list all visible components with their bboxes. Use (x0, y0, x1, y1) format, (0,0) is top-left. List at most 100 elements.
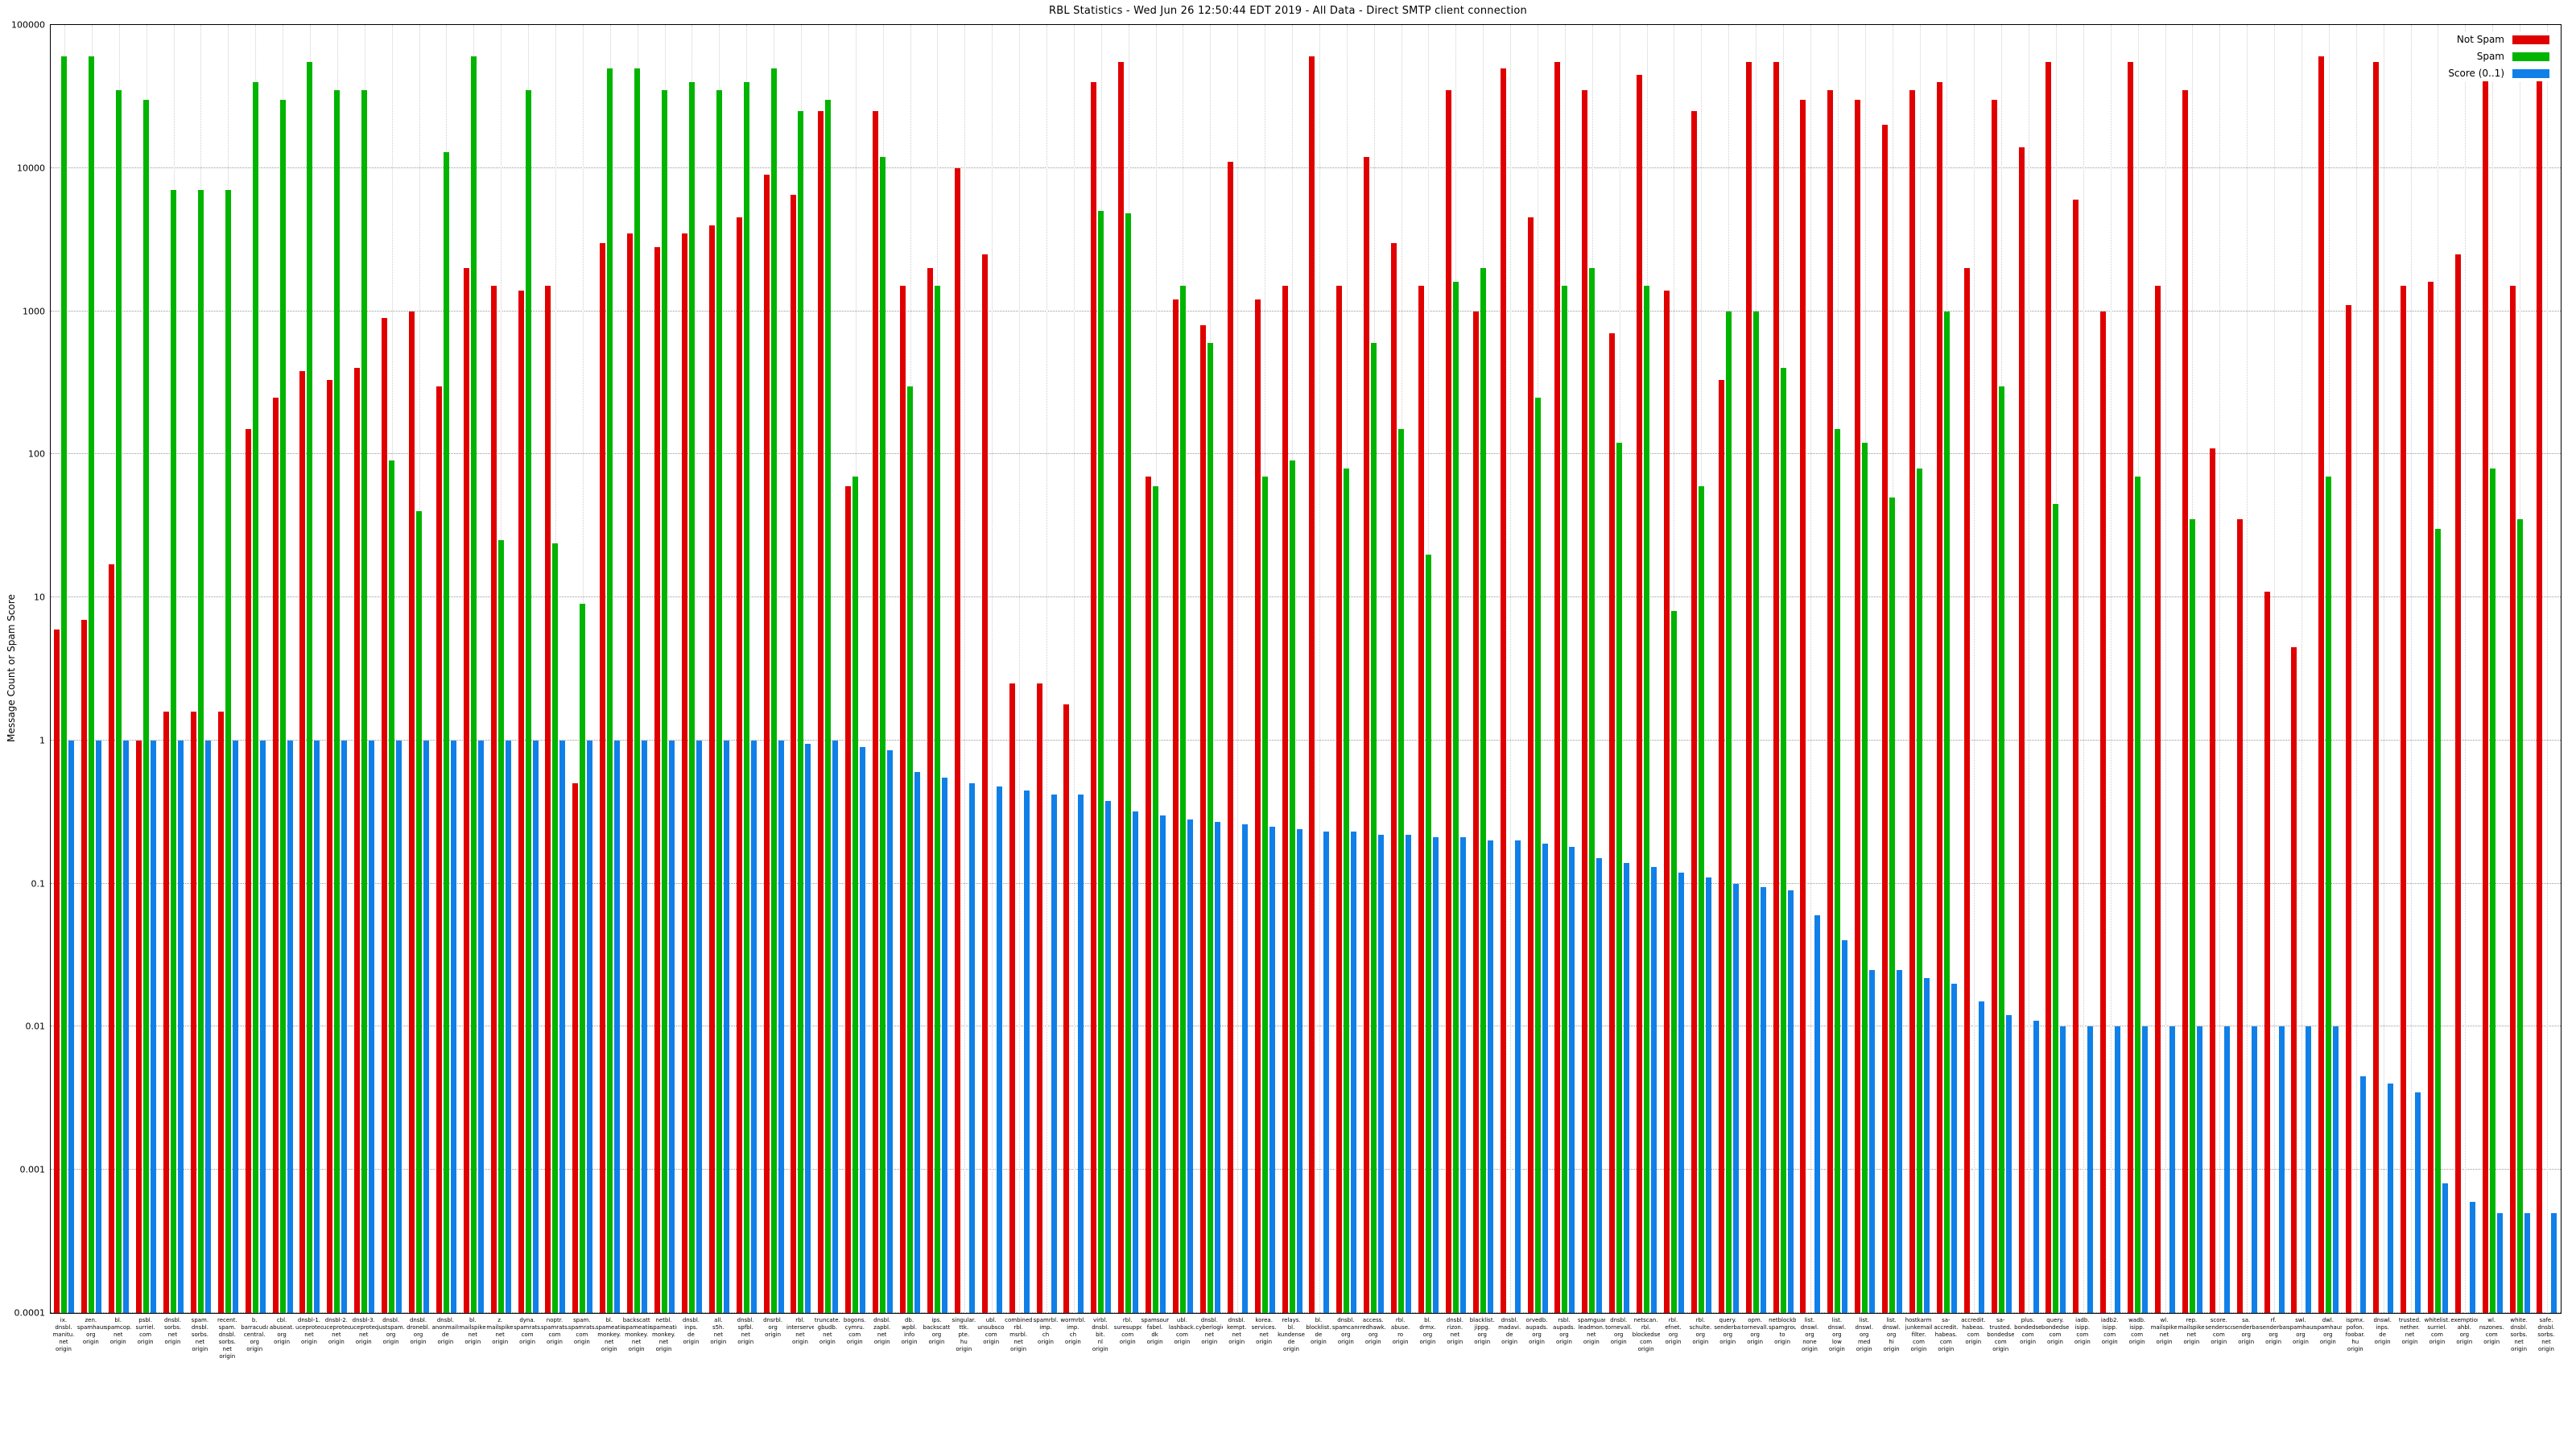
not-spam-bar (845, 485, 852, 1313)
not-spam-bar (463, 268, 469, 1313)
not-spam-bar (2100, 311, 2107, 1313)
not-spam-bar (518, 290, 524, 1313)
spam-bar (2326, 476, 2332, 1313)
bar-cluster (678, 25, 705, 1313)
not-spam-bar (1036, 683, 1042, 1313)
not-spam-bar (1991, 99, 1997, 1313)
bar-cluster (1661, 25, 1688, 1313)
score-bar (559, 740, 566, 1313)
x-tick-label: swl. spamhaus. org origin (2287, 1317, 2314, 1345)
x-tick-label: wormrbl. imp. ch origin (1060, 1317, 1086, 1345)
y-tick-label: 10000 (17, 163, 45, 174)
score-bar (1842, 940, 1848, 1313)
score-bar (2223, 1026, 2230, 1313)
bar-cluster (1224, 25, 1251, 1313)
x-tick-label: dwl. spamhaus. org origin (2314, 1317, 2342, 1345)
not-spam-bar (981, 254, 988, 1313)
bar-cluster (242, 25, 269, 1313)
score-bar (941, 778, 947, 1313)
y-tick-label: 100000 (11, 19, 45, 31)
legend-item-spam: Spam (2477, 51, 2549, 62)
score-bar (2360, 1076, 2367, 1313)
not-spam-bar (2046, 62, 2052, 1313)
score-bar (232, 740, 238, 1313)
bar-cluster (2097, 25, 2124, 1313)
bar-cluster (2042, 25, 2070, 1313)
score-bar (178, 740, 184, 1313)
spam-bar (907, 386, 914, 1313)
x-tick-label: singular. ttk. pte. hu origin (952, 1317, 976, 1352)
score-bar (204, 740, 211, 1313)
spam-bar (1179, 286, 1186, 1313)
x-tick-label: dnsbl. cyberlogic. net origin (1195, 1317, 1223, 1345)
score-bar (2442, 1183, 2448, 1313)
y-tick-label: 100 (28, 448, 45, 460)
not-spam-bar (2401, 286, 2407, 1313)
not-spam-bar (1936, 81, 1942, 1313)
spam-bar (389, 460, 395, 1313)
score-bar (96, 740, 102, 1313)
x-tick-label: safe. dnsbl. sorbs. net origin (2537, 1317, 2555, 1352)
x-axis-labels: ix. dnsbl. manitu. net origin zen. spamha… (50, 1317, 2560, 1360)
y-tick-label: 1 (39, 735, 45, 746)
x-tick-label: dnsbl. dronebl. org origin (407, 1317, 430, 1345)
bar-cluster (1142, 25, 1170, 1313)
y-tick-label: 0.0001 (14, 1307, 46, 1319)
not-spam-bar (217, 711, 224, 1313)
spam-bar (1452, 282, 1459, 1313)
x-tick-label: netscan. rbl. blockedservers. com origin (1632, 1317, 1660, 1352)
bar-cluster (2070, 25, 2097, 1313)
x-tick-label: dnsbl. sorbs. net origin (163, 1317, 182, 1345)
score-bar (723, 740, 729, 1313)
x-tick-label: trusted. nether. net origin (2398, 1317, 2421, 1345)
not-spam-bar (1882, 125, 1889, 1313)
score-bar (1187, 819, 1193, 1313)
x-tick-label: rbl. abuse. ro origin (1390, 1317, 1410, 1345)
score-bar (996, 786, 1002, 1313)
x-tick-label: orvedb. aupads. org origin (1525, 1317, 1548, 1345)
bar-cluster (733, 25, 760, 1313)
spam-bar (1589, 268, 1596, 1313)
bar-cluster (1633, 25, 1661, 1313)
not-spam-bar (409, 311, 415, 1313)
spam-bar (1889, 497, 1896, 1313)
x-tick-label: recent. spam. dnsbl. sorbs. net origin (217, 1317, 237, 1360)
spam-bar (252, 81, 258, 1313)
score-bar (341, 740, 348, 1313)
score-bar (1351, 832, 1357, 1313)
not-spam-bar (1091, 81, 1097, 1313)
spam-bar (1207, 343, 1213, 1313)
spam-bar (1261, 476, 1268, 1313)
bar-cluster (1442, 25, 1469, 1313)
bar-cluster (705, 25, 733, 1313)
score-bar (532, 740, 539, 1313)
not-spam-bar (490, 286, 497, 1313)
x-tick-label: virbl. dnsbl. bit. nl origin (1092, 1317, 1109, 1352)
not-spam-bar (654, 247, 661, 1313)
not-spam-bar (2155, 286, 2161, 1313)
not-spam-bar (627, 233, 634, 1313)
spam-bar (1780, 368, 1786, 1313)
not-spam-bar (272, 397, 279, 1313)
y-tick-label: 1000 (23, 306, 45, 317)
x-tick-label: noptr. spamrats. com origin (541, 1317, 568, 1345)
not-spam-bar (927, 268, 933, 1313)
x-tick-label: spamsources. fabel. dk origin (1141, 1317, 1169, 1345)
not-spam-bar (681, 233, 687, 1313)
x-tick-label: spam. spamrats. com origin (568, 1317, 596, 1345)
spam-bar (607, 68, 613, 1313)
not-spam-bar (327, 380, 333, 1313)
not-spam-bar (1527, 217, 1534, 1313)
spam-bar (1835, 429, 1841, 1313)
not-spam-bar (136, 740, 142, 1313)
bar-cluster (1579, 25, 1606, 1313)
x-tick-label: dyna. spamrats. com origin (514, 1317, 542, 1345)
legend-swatch-not-spam (2512, 35, 2549, 44)
score-bar (860, 747, 866, 1313)
bar-cluster (78, 25, 105, 1313)
not-spam-bar (2427, 282, 2434, 1313)
gridline (51, 453, 2561, 455)
not-spam-bar (2128, 62, 2134, 1313)
bar-cluster (1251, 25, 1278, 1313)
not-spam-bar (1199, 324, 1206, 1313)
